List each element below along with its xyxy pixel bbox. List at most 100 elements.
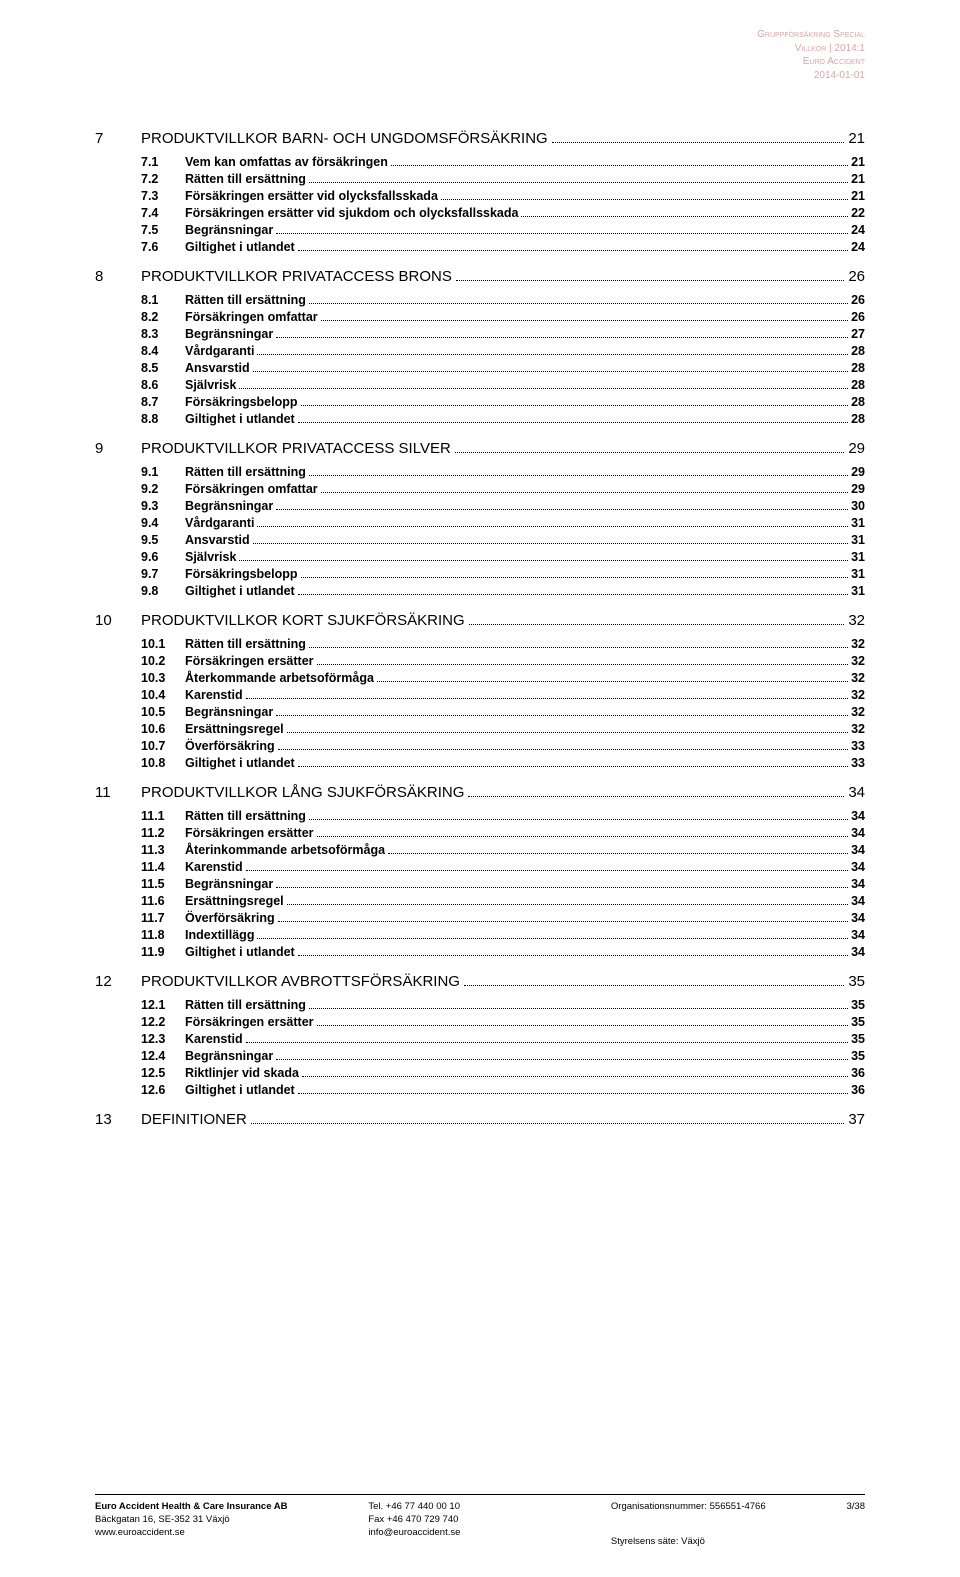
toc-leader-dots bbox=[287, 904, 848, 905]
toc-sub-row: 8.1Rätten till ersättning 26 bbox=[141, 293, 865, 307]
toc-leader-dots bbox=[391, 165, 848, 166]
toc-leader-dots bbox=[239, 560, 848, 561]
footer-tel: Tel. +46 77 440 00 10 bbox=[368, 1501, 599, 1514]
toc-entry-page: 34 bbox=[851, 860, 865, 874]
toc-entry-title: PRODUKTVILLKOR PRIVATACCESS BRONS bbox=[141, 268, 452, 285]
toc-entry-title: Giltighet i utlandet bbox=[185, 584, 295, 598]
toc-entry-title: Ersättningsregel bbox=[185, 894, 284, 908]
toc-entry-page: 36 bbox=[851, 1083, 865, 1097]
footer-fax: Fax +46 470 729 740 bbox=[368, 1514, 599, 1527]
toc-entry-number: 9.7 bbox=[141, 567, 185, 581]
toc-leader-dots bbox=[278, 749, 848, 750]
toc-leader-dots bbox=[257, 354, 848, 355]
toc-leader-dots bbox=[456, 280, 844, 281]
toc-entry-number: 11.9 bbox=[141, 945, 185, 959]
toc-sub-row: 7.5Begränsningar 24 bbox=[141, 223, 865, 237]
toc-leader-dots bbox=[464, 985, 844, 986]
toc-sub-row: 10.4Karenstid 32 bbox=[141, 688, 865, 702]
toc-sub-row: 10.8Giltighet i utlandet 33 bbox=[141, 756, 865, 770]
toc-leader-dots bbox=[253, 543, 848, 544]
toc-leader-dots bbox=[298, 250, 848, 251]
toc-sub-row: 9.7Försäkringsbelopp 31 bbox=[141, 567, 865, 581]
toc-entry-number: 11.1 bbox=[141, 809, 185, 823]
toc-entry-page: 34 bbox=[848, 784, 865, 801]
toc-leader-dots bbox=[468, 796, 844, 797]
toc-sub-row: 8.7Försäkringsbelopp 28 bbox=[141, 395, 865, 409]
toc-sub-row: 11.9Giltighet i utlandet 34 bbox=[141, 945, 865, 959]
toc-entry-number: 10.6 bbox=[141, 722, 185, 736]
toc-sub-row: 10.7Överförsäkring 33 bbox=[141, 739, 865, 753]
toc-entry-number: 9.2 bbox=[141, 482, 185, 496]
toc-leader-dots bbox=[309, 303, 848, 304]
toc-leader-dots bbox=[377, 681, 848, 682]
toc-sub-row: 11.3Återinkommande arbetsoförmåga 34 bbox=[141, 843, 865, 857]
toc-sub-row: 12.2Försäkringen ersätter 35 bbox=[141, 1015, 865, 1029]
toc-entry-page: 37 bbox=[848, 1111, 865, 1128]
toc-entry-number: 8.8 bbox=[141, 412, 185, 426]
toc-entry-title: Rätten till ersättning bbox=[185, 637, 306, 651]
toc-leader-dots bbox=[455, 452, 845, 453]
toc-sub-row: 12.5Riktlinjer vid skada 36 bbox=[141, 1066, 865, 1080]
toc-sub-row: 10.3Återkommande arbetsoförmåga 32 bbox=[141, 671, 865, 685]
toc-entry-page: 31 bbox=[851, 516, 865, 530]
toc-entry-number: 7.3 bbox=[141, 189, 185, 203]
toc-entry-number: 12.6 bbox=[141, 1083, 185, 1097]
toc-entry-number: 10.4 bbox=[141, 688, 185, 702]
toc-leader-dots bbox=[246, 698, 848, 699]
toc-entry-number: 7.4 bbox=[141, 206, 185, 220]
toc-leader-dots bbox=[246, 1042, 848, 1043]
toc-entry-title: Karenstid bbox=[185, 1032, 243, 1046]
toc-entry-title: Ersättningsregel bbox=[185, 722, 284, 736]
toc-entry-number: 9.4 bbox=[141, 516, 185, 530]
toc-entry-title: Giltighet i utlandet bbox=[185, 945, 295, 959]
toc-leader-dots bbox=[298, 594, 848, 595]
toc-leader-dots bbox=[278, 921, 848, 922]
toc-entry-title: Indextillägg bbox=[185, 928, 254, 942]
toc-sub-row: 8.3Begränsningar 27 bbox=[141, 327, 865, 341]
toc-entry-number: 10.3 bbox=[141, 671, 185, 685]
toc-leader-dots bbox=[298, 955, 848, 956]
toc-entry-number: 10.2 bbox=[141, 654, 185, 668]
toc-sub-row: 9.8Giltighet i utlandet 31 bbox=[141, 584, 865, 598]
toc-entry-title: Giltighet i utlandet bbox=[185, 240, 295, 254]
toc-entry-number: 12 bbox=[95, 973, 141, 990]
toc-entry-page: 29 bbox=[851, 482, 865, 496]
toc-chapter-row: 10PRODUKTVILLKOR KORT SJUKFÖRSÄKRING 32 bbox=[95, 612, 865, 629]
toc-entry-page: 32 bbox=[848, 612, 865, 629]
toc-entry-title: Rätten till ersättning bbox=[185, 998, 306, 1012]
toc-entry-number: 11.5 bbox=[141, 877, 185, 891]
toc-entry-page: 27 bbox=[851, 327, 865, 341]
toc-entry-number: 10.1 bbox=[141, 637, 185, 651]
toc-entry-page: 26 bbox=[851, 310, 865, 324]
toc-entry-number: 9.5 bbox=[141, 533, 185, 547]
toc-entry-number: 10 bbox=[95, 612, 141, 629]
footer-company-name: Euro Accident Health & Care Insurance AB bbox=[95, 1501, 357, 1514]
toc-entry-number: 13 bbox=[95, 1111, 141, 1128]
toc-sub-row: 11.7Överförsäkring 34 bbox=[141, 911, 865, 925]
footer-address: Bäckgatan 16, SE-352 31 Växjö bbox=[95, 1514, 357, 1527]
toc-entry-page: 21 bbox=[848, 130, 865, 147]
toc-entry-page: 34 bbox=[851, 945, 865, 959]
toc-entry-title: Begränsningar bbox=[185, 327, 273, 341]
header-line: 2014-01-01 bbox=[757, 69, 865, 83]
toc-entry-page: 34 bbox=[851, 877, 865, 891]
toc-sub-row: 12.3Karenstid 35 bbox=[141, 1032, 865, 1046]
toc-entry-page: 36 bbox=[851, 1066, 865, 1080]
toc-sub-row: 12.4Begränsningar 35 bbox=[141, 1049, 865, 1063]
toc-entry-page: 34 bbox=[851, 809, 865, 823]
toc-entry-page: 28 bbox=[851, 378, 865, 392]
toc-entry-title: Giltighet i utlandet bbox=[185, 756, 295, 770]
toc-entry-number: 8.5 bbox=[141, 361, 185, 375]
toc-sub-row: 7.4Försäkringen ersätter vid sjukdom och… bbox=[141, 206, 865, 220]
toc-entry-page: 28 bbox=[851, 344, 865, 358]
toc-sub-row: 12.6Giltighet i utlandet 36 bbox=[141, 1083, 865, 1097]
toc-entry-page: 32 bbox=[851, 637, 865, 651]
toc-leader-dots bbox=[388, 853, 848, 854]
toc-leader-dots bbox=[253, 371, 848, 372]
toc-leader-dots bbox=[321, 492, 848, 493]
toc-entry-number: 10.5 bbox=[141, 705, 185, 719]
toc-entry-title: Försäkringsbelopp bbox=[185, 567, 298, 581]
toc-entry-title: PRODUKTVILLKOR BARN- OCH UNGDOMSFÖRSÄKRI… bbox=[141, 130, 548, 147]
toc-entry-number: 10.8 bbox=[141, 756, 185, 770]
toc-entry-number: 8.3 bbox=[141, 327, 185, 341]
